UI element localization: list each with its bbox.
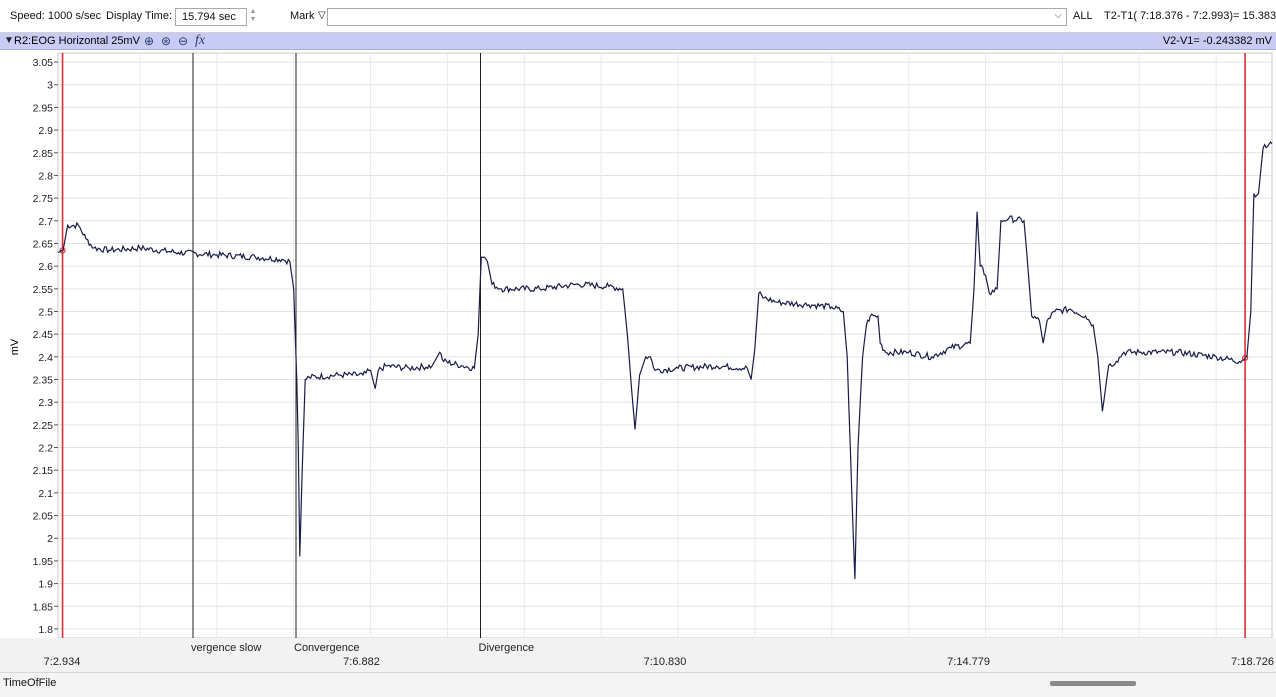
eog-chart: 1.8 1.85 1.9 1.95 2 2.05 2.1 2.15 2.2 2.25 2.3 2.35… [0,52,1276,672]
y-tick-label: 2.8 [38,170,53,182]
channel-collapse-icon[interactable]: ▼ [4,35,14,46]
display-time-spinner[interactable]: ▲ ▼ [249,8,257,23]
y-tick-label: 2.1 [38,488,53,500]
y-tick-label: 2.55 [33,284,54,296]
x-tick-label: 7:14.779 [947,656,990,668]
channel-label: R2:EOG Horizontal 25mV [14,35,140,47]
y-tick-label: 2.85 [33,148,54,160]
y-tick-label: 2.25 [33,420,54,432]
y-tick-label: 2 [47,533,53,545]
display-time-label: Display Time: [106,10,173,22]
speed-label: Speed: 1000 s/sec [10,10,102,22]
y-tick-label: 1.85 [33,601,54,613]
y-tick-label: 2.65 [33,238,54,250]
y-axis-label: mV [9,338,21,355]
y-tick-label: 1.9 [38,579,53,591]
y-tick-label: 2.6 [38,261,53,273]
zoom-in-icon[interactable]: ⊕ [143,34,155,48]
chevron-down-icon[interactable]: ⌵ [1054,10,1062,21]
time-of-file-label: TimeOfFile [3,677,57,689]
all-button[interactable]: ALL [1073,10,1093,22]
y-tick-label: 2.7 [38,216,53,228]
mark-select[interactable]: ⌵ [327,8,1067,26]
y-tick-label: 2.5 [38,306,53,318]
mark-label: Mark [290,10,315,22]
y-tick-label: 3 [47,80,53,92]
event-marker-label: Divergence [479,642,535,654]
t2-t1-readout: T2-T1( 7:18.376 - 7:2.993)= 15.383 sec [1104,10,1276,22]
zoom-out-icon[interactable]: ⊖ [177,34,189,48]
x-tick-label: 7:10.830 [644,656,687,668]
x-tick-label: 7:6.882 [343,656,380,668]
v2-v1-readout: V2-V1= -0.243382 mV [1162,35,1272,47]
x-tick-label: 7:18.726 [1231,656,1274,668]
y-tick-label: 1.8 [38,624,53,636]
y-tick-label: 2.2 [38,443,53,455]
toolbar: Speed: 1000 s/sec Display Time: 15.794 s… [0,0,1276,33]
series-line [57,141,1273,580]
display-time-field[interactable]: 15.794 sec [175,8,247,26]
y-tick-label: 2.35 [33,375,54,387]
fx-icon[interactable]: fx [194,33,206,48]
event-marker-label: vergence slow [191,642,261,654]
y-tick-label: 2.4 [38,352,53,364]
mark-filter-icon[interactable]: ▽ [318,10,326,21]
y-tick-label: 2.05 [33,511,54,523]
horizontal-scrollbar[interactable] [1050,681,1136,686]
cursor-value-point [1241,354,1249,362]
x-axis-band [0,638,1276,672]
y-tick-label: 2.15 [33,465,54,477]
y-tick-label: 2.3 [38,397,53,409]
plot-area [57,52,1273,639]
cursor-value-point [59,247,66,254]
y-tick-label: 2.95 [33,102,54,114]
zoom-fit-icon[interactable]: ⊛ [160,34,172,48]
y-tick-label: 2.9 [38,125,53,137]
y-tick-label: 2.75 [33,193,54,205]
y-tick-label: 1.95 [33,556,54,568]
channel-header: ▼ R2:EOG Horizontal 25mV ⊕ ⊛ ⊖ fx V2-V1=… [0,33,1276,50]
y-tick-label: 3.05 [33,57,54,69]
footer: TimeOfFile [0,672,1276,697]
event-marker-label: Convergence [294,642,359,654]
y-tick-label: 2.45 [33,329,54,341]
x-tick-label: 7:2.934 [44,656,81,668]
